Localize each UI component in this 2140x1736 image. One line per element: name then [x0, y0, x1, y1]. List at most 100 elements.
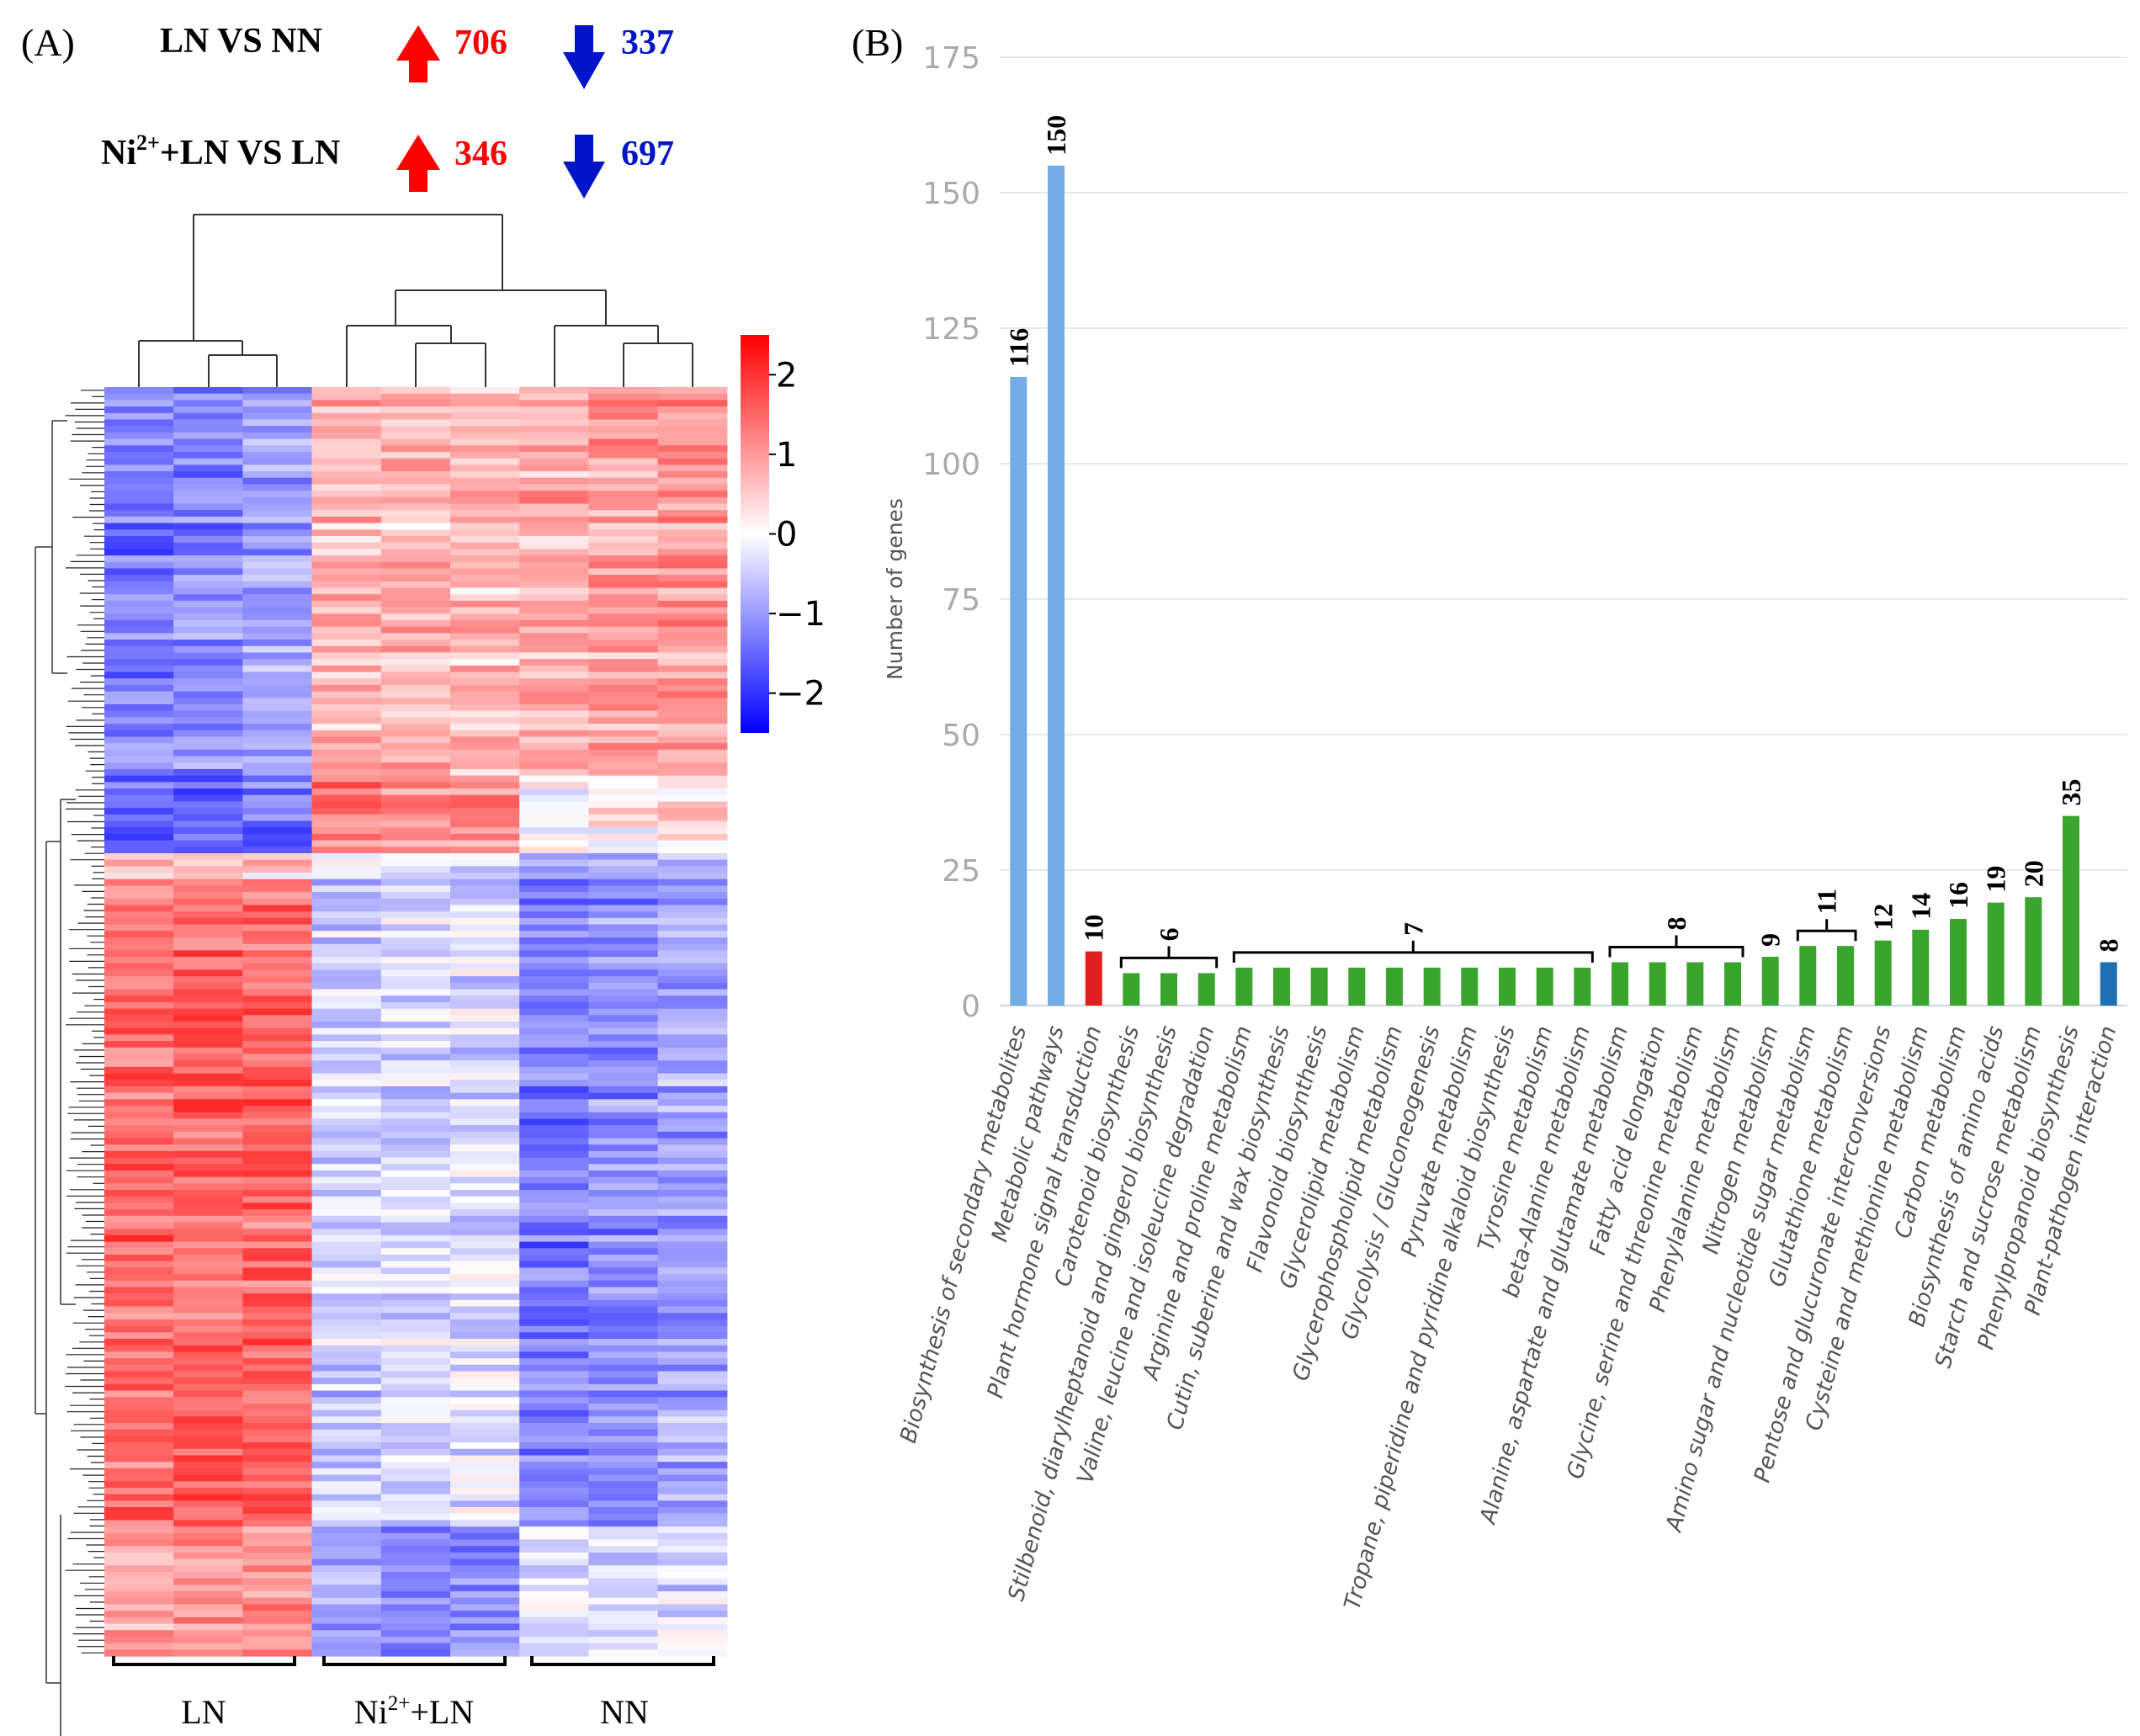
heatmap-cell: [657, 1532, 728, 1541]
heatmap-cell: [450, 775, 520, 783]
heatmap-cell: [380, 484, 451, 491]
heatmap-cell: [519, 1131, 589, 1139]
heatmap-cell: [104, 898, 174, 906]
heatmap-cell: [519, 1022, 589, 1029]
heatmap-cell: [519, 1001, 589, 1010]
heatmap-cell: [519, 840, 589, 847]
heatmap-cell: [519, 982, 589, 990]
heatmap-cell: [380, 1332, 451, 1340]
heatmap-cell: [104, 1080, 174, 1087]
heatmap-cell: [657, 1280, 728, 1288]
heatmap-cell: [657, 1267, 728, 1275]
bar: [1123, 973, 1140, 1006]
heatmap-cell: [657, 717, 728, 725]
bar: [1912, 929, 1930, 1006]
heatmap-cell: [173, 911, 243, 919]
heatmap-cell: [450, 1597, 520, 1606]
heatmap-cell: [588, 1649, 659, 1657]
heatmap-cell: [450, 387, 520, 395]
heatmap-cell: [311, 665, 382, 673]
heatmap-cell: [519, 438, 589, 446]
heatmap-cell: [173, 1481, 243, 1489]
heatmap-cell: [450, 1131, 520, 1139]
heatmap-cell: [311, 1390, 382, 1398]
heatmap-cell: [104, 1371, 174, 1378]
heatmap-cell: [380, 995, 451, 1003]
heatmap-cell: [450, 768, 520, 777]
heatmap-cell: [519, 820, 589, 828]
heatmap-cell: [242, 1196, 313, 1204]
heatmap-cell: [104, 445, 174, 453]
heatmap-cell: [104, 982, 174, 990]
heatmap-cell: [104, 724, 174, 731]
heatmap-cell: [450, 1274, 520, 1282]
heatmap-cell: [450, 1410, 520, 1417]
heatmap-cell: [380, 1054, 451, 1061]
heatmap-cell: [588, 931, 659, 938]
heatmap-cell: [519, 1332, 589, 1340]
heatmap-cell: [519, 1073, 589, 1080]
heatmap-cell: [311, 756, 382, 763]
heatmap-cell: [450, 1416, 520, 1424]
comparison-2-name-sup: 2+: [136, 130, 160, 155]
heatmap-cell: [588, 438, 659, 446]
group-brackets: [112, 1656, 715, 1666]
heatmap-cell: [311, 1131, 382, 1139]
heatmap-cell: [519, 917, 589, 926]
heatmap-cell: [657, 1170, 728, 1178]
heatmap-cell: [242, 568, 313, 576]
heatmap-cell: [519, 1015, 589, 1022]
heatmap-cell: [588, 730, 659, 738]
heatmap-cell: [588, 465, 659, 472]
heatmap-cell: [450, 743, 520, 751]
heatmap-cell: [242, 873, 313, 880]
heatmap-cell: [104, 659, 174, 666]
heatmap-cell: [519, 1034, 589, 1042]
heatmap-cell: [519, 1364, 589, 1372]
heatmap-cell: [657, 840, 728, 847]
group-label-ni-ln-sup: 2+: [388, 1692, 411, 1715]
heatmap-cell: [311, 827, 382, 835]
heatmap-cell: [173, 1008, 243, 1016]
heatmap-cell: [519, 905, 589, 912]
heatmap-cell: [657, 549, 728, 556]
heatmap-cell: [104, 1416, 174, 1424]
heatmap-cell: [519, 710, 589, 718]
heatmap-cell: [173, 1131, 243, 1139]
heatmap-cell: [380, 1597, 451, 1606]
heatmap-cell: [173, 1552, 243, 1560]
heatmap-cell: [588, 1474, 659, 1482]
heatmap-cell: [450, 1027, 520, 1035]
heatmap-cell: [588, 445, 659, 453]
heatmap-cell: [173, 982, 243, 990]
heatmap-cell: [173, 1015, 243, 1022]
heatmap-cell: [380, 1106, 451, 1113]
heatmap-cell: [104, 542, 174, 549]
heatmap-cell: [242, 1378, 313, 1385]
heatmap-cell: [311, 1416, 382, 1424]
heatmap-cell: [380, 432, 451, 440]
heatmap-cell: [104, 840, 174, 847]
heatmap-cell: [519, 400, 589, 407]
heatmap-cell: [450, 581, 520, 589]
heatmap-cell: [588, 1416, 659, 1424]
heatmap-cell: [242, 698, 313, 705]
heatmap-cell: [380, 549, 451, 556]
heatmap-cell: [588, 794, 659, 802]
heatmap-cell: [450, 672, 520, 679]
heatmap-cell: [104, 1001, 174, 1010]
heatmap-cell: [104, 794, 174, 802]
heatmap-cell: [657, 619, 728, 628]
heatmap-cell: [450, 873, 520, 880]
heatmap-cell: [173, 549, 243, 556]
heatmap-cell: [450, 859, 520, 867]
heatmap-cell: [173, 749, 243, 757]
heatmap-cell: [588, 1066, 659, 1075]
heatmap-cell: [657, 529, 728, 537]
heatmap-cell: [588, 943, 659, 951]
heatmap-cell: [588, 775, 659, 783]
heatmap-cell: [104, 957, 174, 964]
heatmap-cell: [519, 1060, 589, 1068]
heatmap-cell: [588, 704, 659, 712]
heatmap-cell: [104, 1150, 174, 1159]
